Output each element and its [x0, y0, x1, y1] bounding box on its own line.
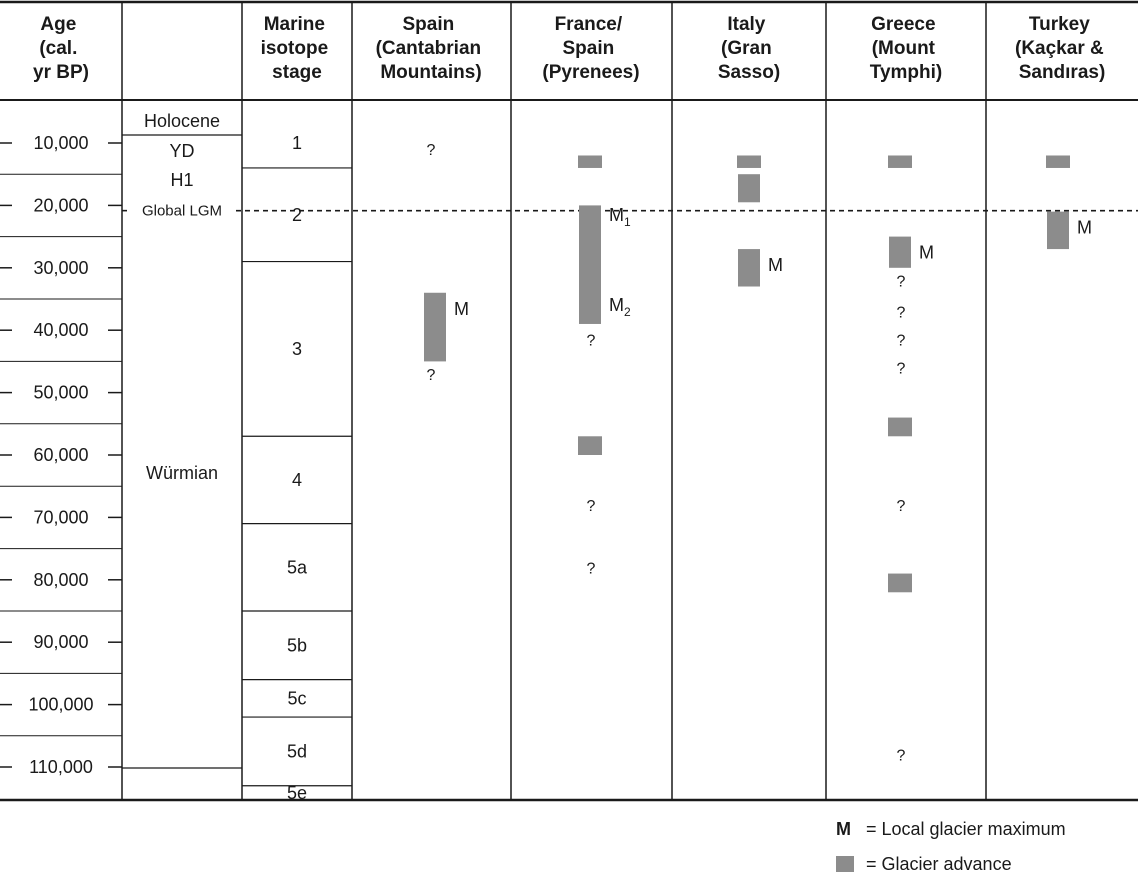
younger-dryas-label: YD	[169, 141, 194, 161]
glacier-advance-bar	[579, 205, 601, 324]
local-maximum-marker: M	[1077, 218, 1092, 238]
uncertain-age-marker: ?	[897, 748, 906, 765]
wurmian-label: Würmian	[146, 463, 218, 483]
region-turkey: M	[1046, 155, 1095, 250]
stage-column-header: Marine isotope stage	[261, 14, 334, 83]
age-tick-label: 40,000	[33, 320, 88, 340]
age-tick-label: 50,000	[33, 383, 88, 403]
glacier-advance-bar	[424, 292, 446, 362]
marine-isotope-stage-column: 1 2 3 4 5a 5b 5c 5d 5e	[242, 133, 352, 803]
legend-maximum-symbol: M	[836, 819, 851, 839]
stage-label: 5a	[287, 557, 308, 577]
age-tick-label: 100,000	[28, 695, 93, 715]
glacier-advance-bar	[888, 155, 912, 168]
heinrich-1-label: H1	[170, 170, 193, 190]
uncertain-age-marker: ?	[427, 367, 436, 384]
stage-label: 5d	[287, 741, 307, 761]
uncertain-age-marker: ?	[587, 333, 596, 350]
lgm-label-background	[128, 201, 236, 220]
holocene-label: Holocene	[144, 111, 220, 131]
glacier-advance-bar	[1046, 155, 1070, 168]
local-maximum-marker: M	[919, 243, 934, 263]
age-axis: 10,000 20,000 30,000 40,000 50,000 60,000 70,0…	[0, 133, 122, 777]
glacier-advance-bar	[578, 155, 602, 168]
local-maximum-marker: M2	[609, 295, 631, 319]
age-tick-label: 110,000	[29, 757, 93, 777]
local-maximum-marker: M1	[609, 205, 631, 229]
local-maximum-marker: M	[454, 299, 469, 319]
age-tick-label: 30,000	[33, 258, 88, 278]
glacier-advance-bar	[888, 417, 912, 437]
age-column-header: Age (cal. yr BP)	[33, 14, 89, 83]
pyrenees-column-header: France/ Spain (Pyrenees)	[542, 14, 639, 83]
legend-maximum-text: = Local glacier maximum	[866, 819, 1066, 839]
uncertain-age-marker: ?	[897, 273, 906, 290]
legend-glacier-advance-text: = Glacier advance	[866, 854, 1012, 874]
glacier-advance-bar	[1047, 211, 1069, 250]
stage-label: 5e	[287, 783, 307, 803]
uncertain-age-marker: ?	[587, 498, 596, 515]
global-lgm-label: Global LGM	[142, 203, 222, 220]
region-pyrenees: M1 M2???	[578, 155, 631, 577]
stage-label: 1	[292, 133, 302, 153]
local-maximum-label-bg	[452, 298, 472, 317]
uncertain-age-marker: ?	[897, 333, 906, 350]
uncertain-age-marker: ?	[897, 498, 906, 515]
italy-column-header: Italy (Gran Sasso)	[718, 14, 780, 83]
age-tick-label: 60,000	[33, 445, 88, 465]
age-tick-label: 20,000	[33, 195, 88, 215]
age-tick-label: 90,000	[33, 632, 88, 652]
legend-glacier-advance-swatch	[836, 856, 854, 872]
uncertain-age-marker: ?	[897, 361, 906, 378]
turkey-column-header: Turkey (Kaçkar & Sandıras)	[1015, 14, 1109, 83]
local-maximum-label-bg	[1075, 217, 1095, 236]
uncertain-age-marker: ?	[427, 142, 436, 159]
glacier-advance-bar	[738, 174, 760, 203]
age-tick-label: 80,000	[33, 570, 88, 590]
age-tick-label: 10,000	[33, 133, 88, 153]
table-frame	[0, 0, 1138, 802]
glacier-advance-bar	[738, 249, 760, 287]
local-maximum-label-bg	[917, 242, 937, 261]
glacier-advance-bar	[889, 236, 911, 268]
region-spain: M??	[424, 142, 472, 384]
local-maximum-marker: M	[768, 255, 783, 275]
spain-column-header: Spain (Cantabrian Mountains)	[376, 14, 487, 83]
glacier-advance-bar	[888, 573, 912, 593]
region-italy: M	[737, 155, 786, 287]
greece-column-header: Greece (Mount Tymphi)	[870, 14, 942, 83]
local-maximum-label-bg	[766, 255, 786, 274]
stage-label: 5c	[287, 688, 306, 708]
uncertain-age-marker: ?	[897, 304, 906, 321]
age-tick-label: 70,000	[33, 507, 88, 527]
table-header: Age (cal. yr BP) Marine isotope stage Sp…	[33, 14, 1109, 83]
stage-label: 2	[292, 205, 302, 225]
period-column: Holocene YD H1 Würmian	[144, 111, 220, 483]
glacier-advance-bar	[578, 436, 602, 455]
region-greece: M??????	[888, 155, 937, 765]
stage-label: 3	[292, 339, 302, 359]
stage-label: 4	[292, 470, 302, 490]
stage-label: 5b	[287, 635, 307, 655]
glacier-advance-bar	[737, 155, 761, 168]
legend: M = Local glacier maximum = Glacier adva…	[836, 819, 1066, 874]
uncertain-age-marker: ?	[587, 560, 596, 577]
global-lgm-line: Global LGM	[122, 201, 1138, 220]
